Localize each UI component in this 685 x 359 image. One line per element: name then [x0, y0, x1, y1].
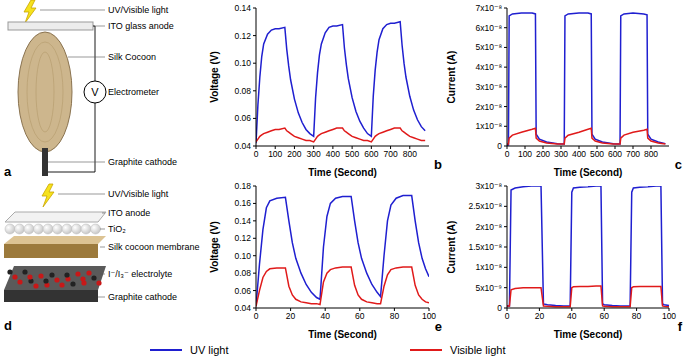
svg-text:800: 800	[644, 149, 658, 159]
svg-text:60: 60	[355, 311, 365, 321]
svg-text:0.16: 0.16	[234, 198, 251, 208]
svg-text:700: 700	[383, 149, 397, 159]
svg-text:ITO glass anode: ITO glass anode	[108, 21, 174, 31]
svg-text:Time (Second): Time (Second)	[554, 329, 623, 340]
svg-text:7x10⁻⁸: 7x10⁻⁸	[475, 3, 502, 13]
svg-text:0.06: 0.06	[234, 286, 251, 296]
svg-text:Electrometer: Electrometer	[108, 87, 159, 97]
svg-text:500: 500	[345, 149, 359, 159]
svg-text:800: 800	[403, 149, 417, 159]
svg-text:0.04: 0.04	[234, 303, 251, 313]
svg-text:5x10⁻⁹: 5x10⁻⁹	[475, 283, 502, 293]
svg-text:Current (A): Current (A)	[446, 51, 457, 104]
svg-text:d: d	[4, 318, 12, 333]
svg-text:UV/Visible light: UV/Visible light	[108, 5, 169, 15]
svg-text:40: 40	[567, 311, 577, 321]
svg-text:a: a	[4, 164, 12, 179]
svg-text:20: 20	[286, 311, 296, 321]
svg-text:3x10⁻⁸: 3x10⁻⁸	[475, 181, 502, 191]
svg-text:3x10⁻⁸: 3x10⁻⁸	[475, 82, 502, 92]
svg-text:0.12: 0.12	[234, 31, 251, 41]
svg-text:ITO anode: ITO anode	[108, 208, 150, 218]
svg-text:0.08: 0.08	[234, 86, 251, 96]
svg-text:0: 0	[497, 303, 502, 313]
svg-text:0.10: 0.10	[234, 58, 251, 68]
svg-text:I⁻/I₃⁻ electrolyte: I⁻/I₃⁻ electrolyte	[108, 269, 172, 279]
svg-text:0.12: 0.12	[234, 233, 251, 243]
svg-text:600: 600	[364, 149, 378, 159]
svg-text:300: 300	[554, 149, 568, 159]
svg-text:Voltage (V): Voltage (V)	[209, 221, 220, 272]
svg-text:2x10⁻⁸: 2x10⁻⁸	[475, 222, 502, 232]
svg-text:0.14: 0.14	[234, 3, 251, 13]
svg-text:Visible light: Visible light	[450, 344, 505, 356]
svg-text:600: 600	[608, 149, 622, 159]
svg-text:1.5x10⁻⁸: 1.5x10⁻⁸	[468, 242, 502, 252]
svg-text:0.10: 0.10	[234, 251, 251, 261]
svg-text:0.18: 0.18	[234, 181, 251, 191]
svg-text:4x10⁻⁸: 4x10⁻⁸	[475, 62, 502, 72]
svg-text:80: 80	[390, 311, 400, 321]
svg-text:0: 0	[505, 149, 510, 159]
svg-text:400: 400	[572, 149, 586, 159]
svg-text:0: 0	[254, 149, 259, 159]
svg-text:40: 40	[320, 311, 330, 321]
svg-text:500: 500	[590, 149, 604, 159]
html-text:f: f	[677, 319, 682, 334]
svg-text:TiO₂: TiO₂	[108, 224, 126, 234]
svg-text:Time (Second): Time (Second)	[308, 329, 377, 340]
svg-text:0.08: 0.08	[234, 268, 251, 278]
svg-text:0: 0	[497, 141, 502, 151]
svg-text:V: V	[91, 86, 99, 98]
svg-text:200: 200	[287, 149, 301, 159]
svg-text:700: 700	[626, 149, 640, 159]
svg-text:Time (Second): Time (Second)	[554, 167, 623, 178]
html-text:c: c	[674, 157, 682, 172]
svg-text:2.5x10⁻⁸: 2.5x10⁻⁸	[468, 201, 502, 211]
html-text:b: b	[434, 157, 442, 172]
svg-text:Voltage (V): Voltage (V)	[209, 51, 220, 102]
svg-text:Time (Second): Time (Second)	[308, 167, 377, 178]
svg-text:0.06: 0.06	[234, 113, 251, 123]
svg-text:200: 200	[536, 149, 550, 159]
html-text:e: e	[434, 319, 442, 334]
svg-text:100: 100	[268, 149, 282, 159]
svg-text:100: 100	[518, 149, 532, 159]
svg-text:400: 400	[326, 149, 340, 159]
svg-text:1x10⁻⁸: 1x10⁻⁸	[475, 121, 502, 131]
svg-text:Current (A): Current (A)	[446, 221, 457, 274]
svg-text:UV light: UV light	[190, 344, 229, 356]
svg-text:1x10⁻⁸: 1x10⁻⁸	[475, 262, 502, 272]
svg-text:Silk cocoon membrane: Silk cocoon membrane	[108, 242, 200, 252]
svg-text:100: 100	[422, 311, 436, 321]
svg-text:2x10⁻⁸: 2x10⁻⁸	[475, 102, 502, 112]
svg-text:0.14: 0.14	[234, 216, 251, 226]
svg-text:5x10⁻⁸: 5x10⁻⁸	[475, 42, 502, 52]
svg-text:Graphite cathode: Graphite cathode	[108, 157, 177, 167]
svg-text:20: 20	[535, 311, 545, 321]
svg-text:60: 60	[599, 311, 609, 321]
svg-text:300: 300	[307, 149, 321, 159]
svg-text:Graphite cathode: Graphite cathode	[108, 292, 177, 302]
svg-text:6x10⁻⁸: 6x10⁻⁸	[475, 23, 502, 33]
svg-text:0.04: 0.04	[234, 141, 251, 151]
svg-text:0: 0	[505, 311, 510, 321]
svg-text:0: 0	[254, 311, 259, 321]
svg-text:80: 80	[632, 311, 642, 321]
svg-text:Silk Cocoon: Silk Cocoon	[108, 52, 156, 62]
svg-text:UV/Visible light: UV/Visible light	[108, 189, 169, 199]
svg-text:100: 100	[662, 311, 676, 321]
